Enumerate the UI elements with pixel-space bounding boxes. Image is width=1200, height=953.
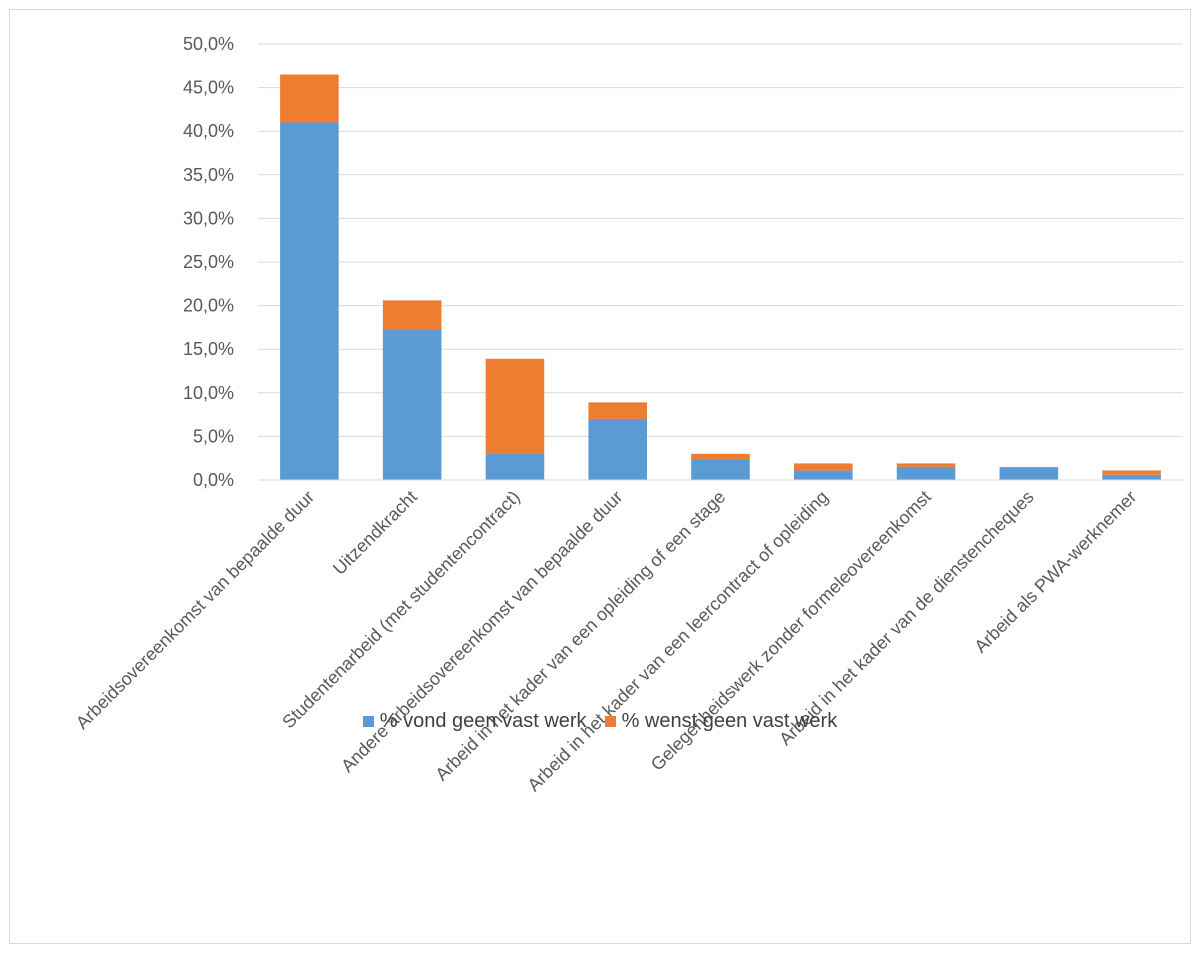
bar-vond-geen-vast-werk — [691, 459, 750, 480]
bar-vond-geen-vast-werk — [999, 467, 1059, 480]
y-tick-label: 35,0% — [183, 165, 234, 185]
bar-vond-geen-vast-werk — [382, 330, 442, 480]
legend-label-vond: % vond geen vast werk — [379, 709, 587, 732]
y-tick-label: 40,0% — [183, 121, 234, 141]
legend-label-wenst: % wenst geen vast werk — [621, 709, 838, 732]
y-tick-label: 30,0% — [183, 208, 234, 228]
x-category-label: Uitzendkracht — [329, 487, 421, 579]
bar-wenst-geen-vast-werk — [896, 463, 956, 467]
bars — [280, 74, 1161, 480]
bar-wenst-geen-vast-werk — [382, 300, 442, 331]
y-tick-label: 50,0% — [183, 34, 234, 54]
bar-vond-geen-vast-werk — [1102, 474, 1161, 480]
legend: % vond geen vast werk % wenst geen vast … — [0, 705, 1200, 737]
x-category-label: Studentenarbeid (met studentencontract) — [278, 487, 524, 733]
legend-item-vond-geen-vast-werk: % vond geen vast werk — [362, 709, 587, 733]
bar-wenst-geen-vast-werk — [691, 453, 750, 460]
y-tick-label: 15,0% — [183, 339, 234, 359]
x-category-label: Arbeid als PWA-werknemer — [970, 487, 1140, 657]
x-category-label: Arbeidsovereenkomst van bepaalde duur — [72, 487, 318, 733]
y-tick-label: 45,0% — [183, 78, 234, 98]
y-tick-label: 25,0% — [183, 252, 234, 272]
legend-swatch-wenst — [604, 715, 616, 727]
bar-vond-geen-vast-werk — [896, 466, 956, 480]
x-axis-category-labels: Arbeidsovereenkomst van bepaalde duur Uit… — [72, 487, 1140, 795]
bar-vond-geen-vast-werk — [280, 122, 339, 480]
bar-vond-geen-vast-werk — [588, 418, 648, 480]
y-tick-label: 0,0% — [193, 470, 234, 490]
y-tick-label: 10,0% — [183, 383, 234, 403]
bar-wenst-geen-vast-werk — [280, 74, 339, 123]
bar-wenst-geen-vast-werk — [485, 358, 545, 454]
bar-wenst-geen-vast-werk — [588, 402, 648, 419]
legend-swatch-vond — [362, 715, 374, 727]
bar-wenst-geen-vast-werk — [793, 463, 853, 471]
y-axis-tick-labels: 0,0% 5,0% 10,0% 15,0% 20,0% 25,0% 30,0% 35,0% 40… — [183, 34, 234, 490]
bar-wenst-geen-vast-werk — [1102, 470, 1161, 475]
y-tick-label: 20,0% — [183, 296, 234, 316]
legend-item-wenst-geen-vast-werk: % wenst geen vast werk — [604, 709, 838, 733]
bar-vond-geen-vast-werk — [485, 453, 545, 480]
bar-vond-geen-vast-werk — [793, 470, 853, 480]
y-tick-label: 5,0% — [193, 426, 234, 446]
bar-wenst-geen-vast-werk — [999, 466, 1059, 468]
